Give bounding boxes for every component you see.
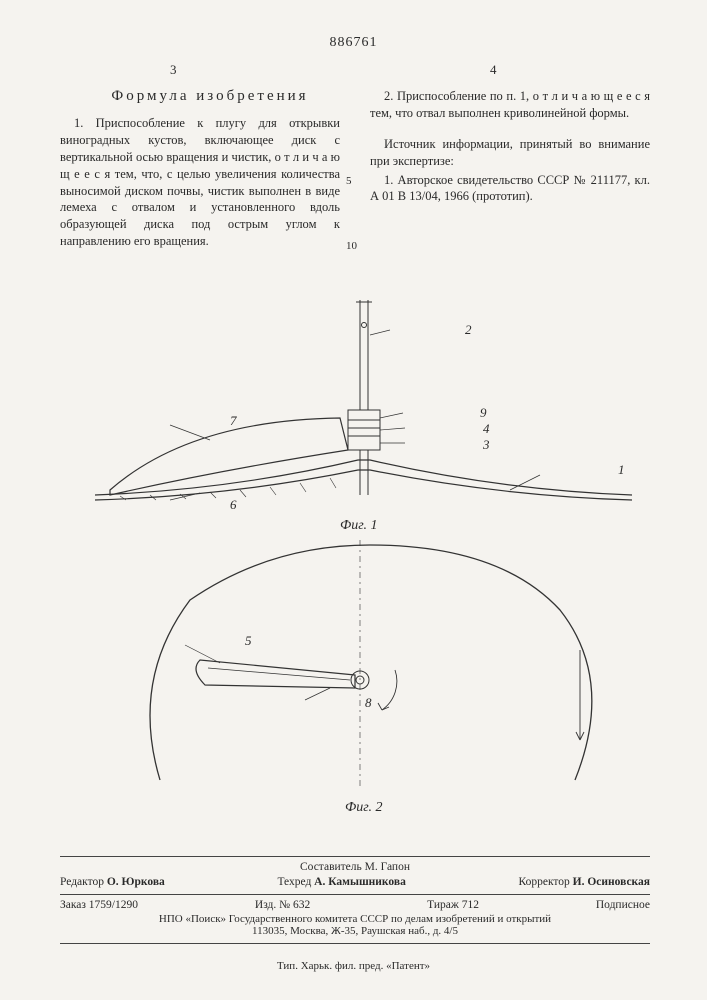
column-number-right: 4 [490,62,497,78]
compiler-name: М. Гапон [365,861,410,873]
line-number-10: 10 [346,240,357,252]
edition-number: Изд. № 632 [255,899,310,911]
callout-5: 5 [245,633,252,649]
line-number-5: 5 [346,175,352,187]
claim-1: 1. Приспособление к плугу для открывки в… [60,115,340,250]
left-column: 1. Приспособление к плугу для открывки в… [60,115,340,252]
right-column: 2. Приспособление по п. 1, о т л и ч а ю… [370,88,650,207]
printer-line: Тип. Харьк. фил. пред. «Патент» [0,960,707,972]
claims-heading: Формула изобретения [80,88,340,105]
compiler-label: Составитель [300,861,362,873]
techred-label: Техред [277,876,311,888]
sources-heading: Источник информации, принятый во внимани… [370,136,650,170]
claim-2: 2. Приспособление по п. 1, о т л и ч а ю… [370,88,650,122]
figure-1-label: Фиг. 1 [340,518,378,534]
callout-3: 3 [483,437,490,453]
publisher-org: НПО «Поиск» Государственного комитета СС… [159,913,551,925]
document-number: 886761 [0,35,707,51]
callout-2: 2 [465,322,472,338]
techred-name: А. Камышникова [314,876,406,888]
callout-8: 8 [365,695,372,711]
figure-1-svg [70,300,640,540]
order-number: Заказ 1759/1290 [60,899,138,911]
column-number-left: 3 [170,62,177,78]
figures-area: 2 9 4 3 7 6 1 Фиг. 1 [70,300,640,820]
subscription: Подписное [596,899,650,911]
callout-4: 4 [483,421,490,437]
corrector-name: И. Осиновская [573,876,650,888]
callout-7: 7 [230,413,237,429]
publisher-address: 113035, Москва, Ж-35, Раушская наб., д. … [252,925,458,937]
patent-page: 886761 3 4 Формула изобретения 1. Приспо… [0,0,707,1000]
print-run: Тираж 712 [427,899,479,911]
figure-2-label: Фиг. 2 [345,800,383,816]
callout-6: 6 [230,497,237,513]
editor-label: Редактор [60,876,104,888]
source-item-1: 1. Авторское свидетельство СССР № 211177… [370,172,650,206]
corrector-label: Корректор [519,876,570,888]
callout-1: 1 [618,462,625,478]
editor-name: О. Юркова [107,876,165,888]
callout-9: 9 [480,405,487,421]
imprint-footer: Составитель М. Гапон Редактор О. Юркова … [60,850,650,948]
figure-2-svg [70,540,640,810]
